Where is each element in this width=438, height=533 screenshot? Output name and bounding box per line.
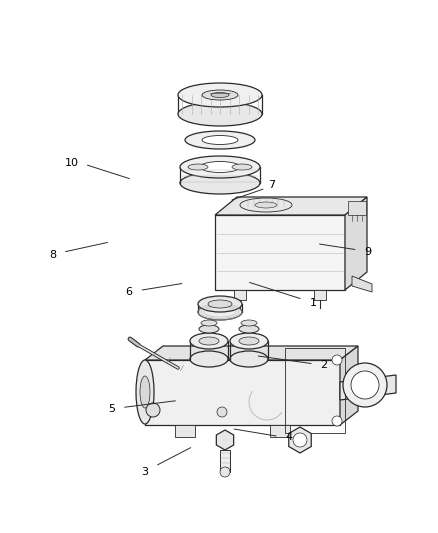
Ellipse shape (198, 296, 242, 312)
Ellipse shape (199, 337, 219, 345)
Ellipse shape (180, 156, 260, 178)
Ellipse shape (201, 320, 217, 326)
Ellipse shape (332, 416, 342, 426)
Ellipse shape (293, 433, 307, 447)
Text: 7: 7 (268, 181, 275, 190)
Ellipse shape (351, 371, 379, 399)
Text: 4: 4 (286, 432, 293, 442)
Bar (220, 450, 230, 472)
Polygon shape (289, 427, 311, 453)
Polygon shape (345, 197, 367, 290)
Ellipse shape (198, 304, 242, 320)
Ellipse shape (190, 351, 228, 367)
Ellipse shape (241, 320, 257, 326)
Ellipse shape (343, 363, 387, 407)
Text: 9: 9 (364, 247, 371, 256)
Ellipse shape (239, 337, 259, 345)
Ellipse shape (202, 135, 238, 144)
Bar (270, 425, 290, 437)
Bar (314, 290, 326, 300)
Ellipse shape (136, 360, 154, 424)
Text: 8: 8 (49, 250, 56, 260)
Ellipse shape (332, 355, 342, 365)
Polygon shape (340, 375, 396, 400)
Text: 3: 3 (141, 467, 148, 477)
Polygon shape (340, 346, 358, 425)
Ellipse shape (239, 325, 259, 333)
Ellipse shape (185, 131, 255, 149)
Ellipse shape (208, 300, 232, 308)
Polygon shape (215, 215, 345, 290)
Ellipse shape (211, 93, 229, 98)
Polygon shape (348, 201, 366, 215)
Ellipse shape (180, 172, 260, 194)
Polygon shape (145, 346, 358, 360)
Ellipse shape (178, 102, 262, 126)
Ellipse shape (230, 333, 268, 349)
Polygon shape (215, 197, 367, 215)
Ellipse shape (200, 161, 240, 173)
Ellipse shape (240, 198, 292, 212)
Ellipse shape (188, 164, 208, 170)
Bar (234, 290, 246, 300)
Polygon shape (145, 360, 340, 425)
Ellipse shape (230, 351, 268, 367)
Text: 6: 6 (126, 287, 133, 297)
Polygon shape (216, 430, 233, 450)
Ellipse shape (255, 202, 277, 208)
Ellipse shape (146, 403, 160, 417)
Text: 10: 10 (65, 158, 79, 167)
Ellipse shape (220, 467, 230, 477)
Ellipse shape (202, 90, 238, 100)
Ellipse shape (190, 333, 228, 349)
Ellipse shape (140, 376, 150, 408)
Text: 5: 5 (108, 405, 115, 414)
Ellipse shape (217, 407, 227, 417)
Text: 2: 2 (321, 360, 328, 370)
Ellipse shape (178, 83, 262, 107)
Text: 1: 1 (310, 298, 317, 308)
Ellipse shape (232, 164, 252, 170)
Bar (175, 425, 195, 437)
Ellipse shape (199, 325, 219, 333)
Polygon shape (352, 276, 372, 292)
